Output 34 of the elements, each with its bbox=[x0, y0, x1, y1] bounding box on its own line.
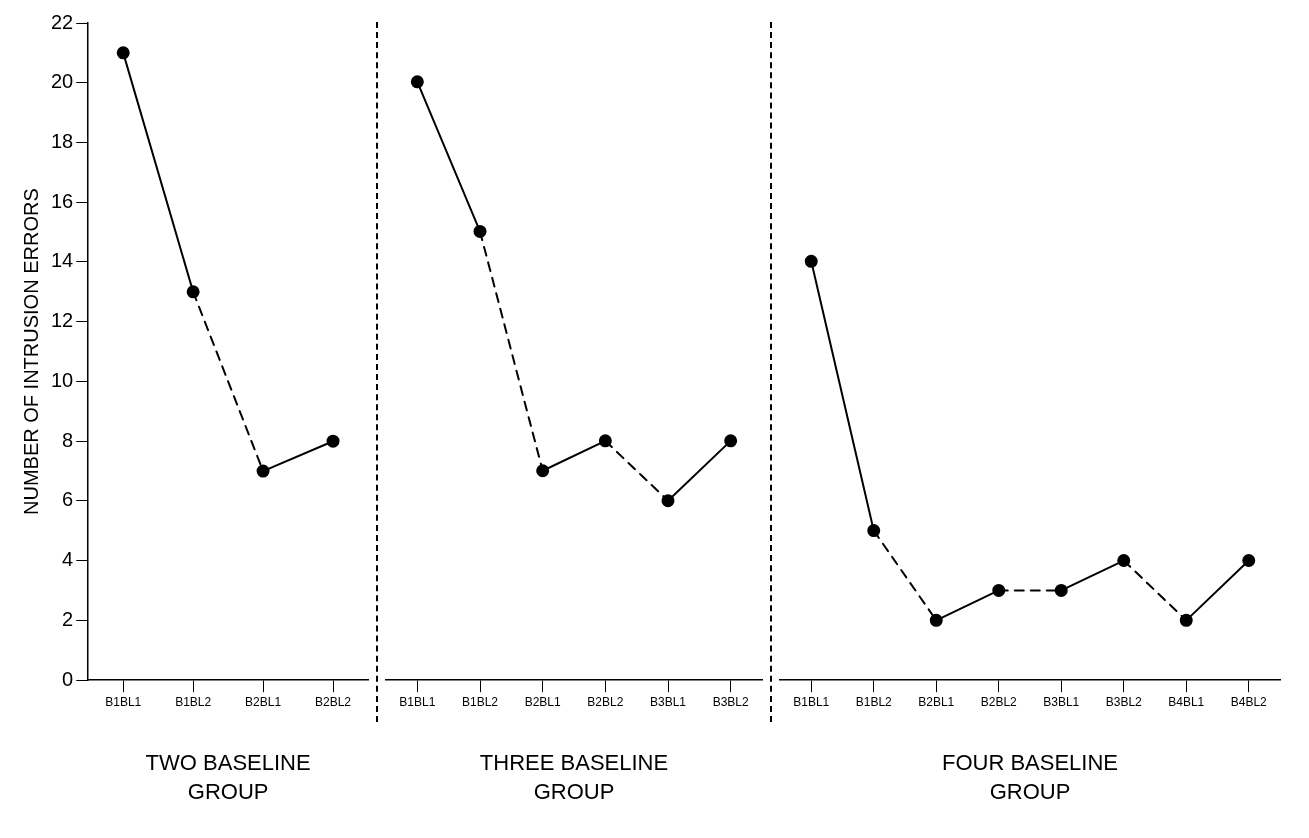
y-tick-label: 12 bbox=[51, 309, 74, 332]
x-tick-label: B2BL2 bbox=[315, 694, 352, 709]
y-tick-label: 10 bbox=[51, 368, 74, 391]
y-tick-label: 0 bbox=[62, 667, 74, 690]
x-tick-label: B1BL1 bbox=[105, 694, 142, 709]
x-axis-title: THREE BASELINE GROUP bbox=[479, 749, 669, 805]
x-tick-label: B2BL2 bbox=[980, 694, 1018, 709]
y-axis-title: NUMBER OF INTRUSION ERRORS bbox=[19, 188, 42, 515]
y-tick-label: 22 bbox=[51, 10, 74, 33]
x-tick-label: B1BL2 bbox=[855, 694, 893, 709]
y-tick-label: 14 bbox=[51, 249, 74, 272]
x-tick-label: B4BL2 bbox=[1230, 694, 1268, 709]
y-tick-label: 16 bbox=[51, 189, 74, 212]
x-tick-label: B1BL1 bbox=[793, 694, 830, 709]
y-tick-label: 2 bbox=[62, 607, 74, 630]
x-tick-label: B2BL2 bbox=[587, 694, 624, 709]
x-tick-label: B3BL1 bbox=[649, 694, 687, 709]
x-tick-label: B3BL2 bbox=[1105, 694, 1143, 709]
x-axis-title: FOUR BASELINE GROUP bbox=[941, 749, 1119, 805]
x-tick-label: B1BL1 bbox=[399, 694, 436, 709]
y-tick-label: 8 bbox=[62, 428, 74, 451]
x-axis-title: TWO BASELINE GROUP bbox=[145, 749, 311, 805]
x-tick-label: B2BL1 bbox=[524, 694, 562, 709]
y-tick-label: 6 bbox=[62, 488, 74, 511]
x-tick-label: B2BL1 bbox=[918, 694, 955, 709]
y-tick-label: 20 bbox=[51, 70, 74, 93]
x-tick-label: B3BL2 bbox=[712, 694, 750, 709]
x-tick-label: B3BL1 bbox=[1043, 694, 1080, 709]
x-tick-label: B1BL2 bbox=[175, 694, 212, 709]
x-tick-label: B1BL2 bbox=[461, 694, 499, 709]
y-tick-label: 4 bbox=[62, 548, 74, 571]
x-tick-label: B4BL1 bbox=[1168, 694, 1205, 709]
y-tick-label: 18 bbox=[51, 130, 74, 153]
x-tick-label: B2BL1 bbox=[245, 694, 282, 709]
